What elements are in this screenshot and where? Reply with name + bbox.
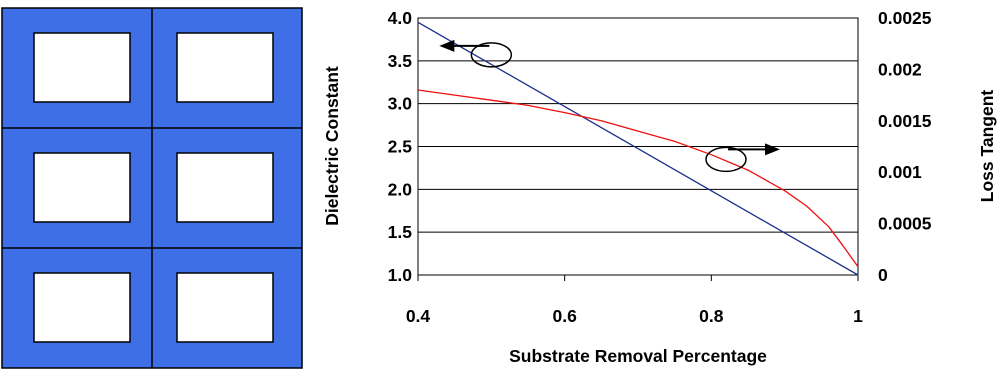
series-line-dielectric-constant [417, 21, 859, 276]
substrate-opening [176, 32, 274, 103]
y-axis-title: Dielectric Constant [322, 66, 342, 226]
annotation-layer [439, 39, 780, 173]
annotation-arrow-head [765, 143, 780, 156]
y-tick-label: 4.0 [388, 8, 413, 28]
substrate-opening [33, 272, 131, 343]
annotation-arrow-head [439, 39, 455, 52]
y2-tick-label: 0.0025 [878, 8, 932, 28]
y2-tick-label: 0.002 [878, 59, 922, 79]
y-axis-tick-labels: 1.0 1.5 2.0 2.5 3.0 3.5 4.0 [388, 8, 413, 285]
chart: 1.0 1.5 2.0 2.5 3.0 3.5 4.0 0 0.0005 0.001 0.0015… [322, 8, 997, 366]
x-tick-label: 0.4 [406, 306, 431, 326]
substrate-opening [33, 32, 131, 103]
substrate-opening [33, 152, 131, 223]
plot-area-frame [417, 17, 859, 276]
y-tick-label: 3.5 [388, 51, 413, 71]
y2-tick-label: 0 [878, 265, 888, 285]
x-tick-label: 0.8 [699, 306, 724, 326]
series-layer [417, 21, 859, 276]
substrate-opening [176, 152, 274, 223]
y-tick-label: 3.0 [388, 94, 413, 114]
y-tick-label: 1.0 [388, 265, 413, 285]
series-line-loss-tangent [417, 89, 859, 268]
x-axis-title: Substrate Removal Percentage [509, 346, 767, 366]
x-tick-label: 1 [853, 306, 863, 326]
y2-tick-label: 0.001 [878, 162, 922, 182]
y-tick-label: 2.5 [388, 137, 413, 157]
x-axis-ticks [417, 275, 859, 281]
annotation-ellipse [470, 42, 513, 68]
annotation-ellipse [705, 146, 747, 173]
y2-axis-title: Loss Tangent [977, 90, 997, 203]
y2-axis-tick-labels: 0 0.0005 0.001 0.0015 0.002 0.0025 [878, 8, 932, 285]
x-axis-tick-labels: 0.4 0.6 0.8 1 [406, 306, 863, 326]
y-tick-label: 2.0 [388, 179, 413, 199]
y2-tick-label: 0.0005 [878, 214, 932, 234]
x-tick-label: 0.6 [553, 306, 578, 326]
y2-tick-label: 0.0015 [878, 111, 932, 131]
substrate-opening [176, 272, 274, 343]
substrate-schematic [1, 7, 303, 369]
y-tick-label: 1.5 [388, 222, 413, 242]
